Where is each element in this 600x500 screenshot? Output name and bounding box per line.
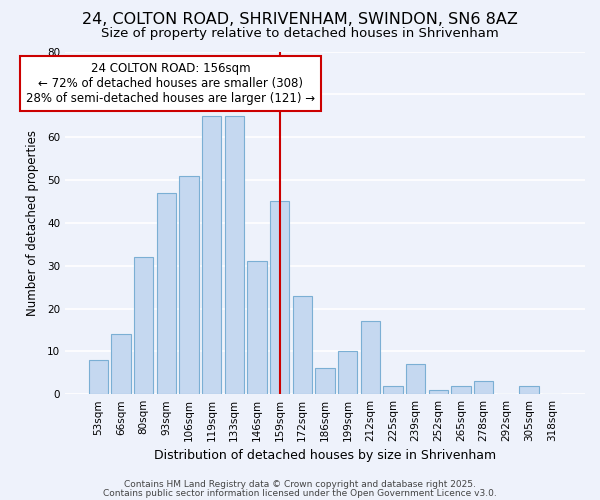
Bar	[134, 257, 153, 394]
Bar	[474, 382, 493, 394]
Bar	[247, 262, 266, 394]
Bar	[338, 352, 357, 394]
Bar	[406, 364, 425, 394]
Bar	[179, 176, 199, 394]
Text: Contains public sector information licensed under the Open Government Licence v3: Contains public sector information licen…	[103, 488, 497, 498]
Bar	[157, 193, 176, 394]
Y-axis label: Number of detached properties: Number of detached properties	[26, 130, 38, 316]
Bar	[383, 386, 403, 394]
Bar	[202, 116, 221, 394]
Bar	[89, 360, 108, 394]
Bar	[270, 202, 289, 394]
Bar	[451, 386, 470, 394]
Text: Contains HM Land Registry data © Crown copyright and database right 2025.: Contains HM Land Registry data © Crown c…	[124, 480, 476, 489]
Bar	[224, 116, 244, 394]
X-axis label: Distribution of detached houses by size in Shrivenham: Distribution of detached houses by size …	[154, 450, 496, 462]
Bar	[316, 368, 335, 394]
Text: 24 COLTON ROAD: 156sqm
← 72% of detached houses are smaller (308)
28% of semi-de: 24 COLTON ROAD: 156sqm ← 72% of detached…	[26, 62, 316, 105]
Bar	[361, 322, 380, 394]
Bar	[520, 386, 539, 394]
Text: 24, COLTON ROAD, SHRIVENHAM, SWINDON, SN6 8AZ: 24, COLTON ROAD, SHRIVENHAM, SWINDON, SN…	[82, 12, 518, 28]
Bar	[429, 390, 448, 394]
Text: Size of property relative to detached houses in Shrivenham: Size of property relative to detached ho…	[101, 28, 499, 40]
Bar	[111, 334, 131, 394]
Bar	[293, 296, 312, 394]
